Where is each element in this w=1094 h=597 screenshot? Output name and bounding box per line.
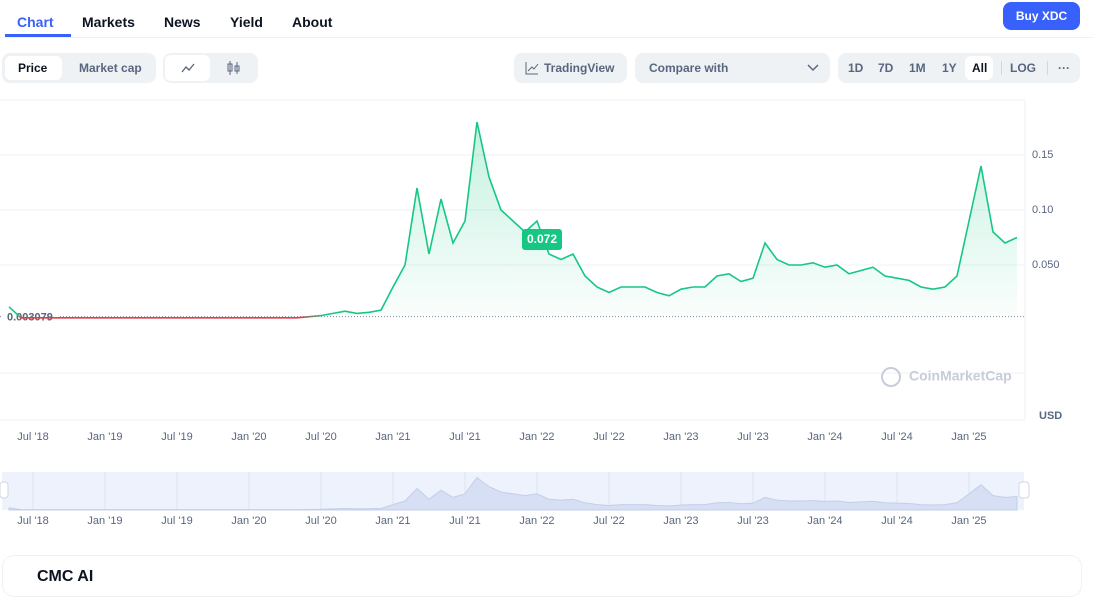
range[interactable]: 7D <box>878 61 894 75</box>
label: TradingView <box>544 61 615 75</box>
y-tick-label: 0.15 <box>1032 149 1053 161</box>
compare-select[interactable]: Compare with <box>635 53 830 83</box>
tab[interactable]: Chart <box>17 14 54 30</box>
range[interactable]: 1Y <box>942 61 957 75</box>
navigator-tick-label: Jan '22 <box>519 515 554 527</box>
x-tick-label: Jan '20 <box>231 431 266 443</box>
tradingview-button[interactable]: TradingView <box>514 53 627 83</box>
y-tick-label: 0.10 <box>1032 204 1053 216</box>
chevron <box>807 64 819 72</box>
separator <box>1047 61 1048 75</box>
y-tick-label: 0.050 <box>1032 259 1060 271</box>
log-button[interactable]: LOG <box>1010 61 1036 75</box>
tab-underline <box>5 34 71 37</box>
chart: USD CoinMarketCap 0.050 0.10 0.15 Jul '18 Ju… <box>0 99 1062 527</box>
navigator-tick-label: Jul '24 <box>881 515 912 527</box>
toggle[interactable]: Market cap <box>79 61 142 75</box>
x-tick-label: Jan '21 <box>375 431 410 443</box>
x-tick-label: Jan '22 <box>519 431 554 443</box>
label: Compare with <box>649 61 729 75</box>
range-active <box>965 56 993 80</box>
navigator-tick-label: Jan '25 <box>951 515 986 527</box>
range[interactable]: 1M <box>909 61 926 75</box>
buy-button[interactable]: Buy XDC <box>1003 2 1080 30</box>
navigator-tick-label: Jul '20 <box>305 515 336 527</box>
heading: CMC AI <box>37 568 94 585</box>
price-line <box>8 121 1018 319</box>
toggle-active <box>5 56 62 80</box>
toggle[interactable]: Price <box>18 61 48 75</box>
watermark: CoinMarketCap <box>909 368 1012 384</box>
navigator-tick-label: Jan '20 <box>231 515 266 527</box>
ai-card: CMC AI <box>2 555 1082 597</box>
navigator-tick-label: Jul '22 <box>593 515 624 527</box>
price-toggle: Price Market cap <box>2 53 156 83</box>
icon <box>525 62 539 75</box>
x-tick-label: Jan '19 <box>87 431 122 443</box>
navigator-tick-label: Jul '21 <box>449 515 480 527</box>
line-icon[interactable] <box>165 55 210 81</box>
x-tick-label: Jan '25 <box>951 431 986 443</box>
range[interactable]: 1D <box>848 61 864 75</box>
x-tick-label: Jul '21 <box>449 431 480 443</box>
x-tick-label: Jul '18 <box>17 431 48 443</box>
tab[interactable]: Yield <box>230 14 263 30</box>
x-tick-label: Jan '24 <box>807 431 842 443</box>
currency-label: USD <box>1039 410 1062 422</box>
range[interactable]: All <box>972 61 988 75</box>
area <box>9 122 1017 318</box>
navigator-handle[interactable] <box>1018 481 1030 499</box>
navigator-tick-label: Jul '19 <box>161 515 192 527</box>
tab[interactable]: About <box>292 14 333 30</box>
price-tag-label: 0.072 <box>527 232 557 246</box>
price-tag <box>522 229 562 250</box>
navigator-handle[interactable] <box>0 481 9 499</box>
chart-type <box>163 53 258 83</box>
x-tick-label: Jul '23 <box>737 431 768 443</box>
navigator-tick-label: Jul '23 <box>737 515 768 527</box>
separator <box>1001 61 1002 75</box>
divider <box>0 37 1094 38</box>
tab[interactable]: News <box>164 14 201 30</box>
navigator-tick-label: Jan '23 <box>663 515 698 527</box>
navigator-area <box>8 476 1018 511</box>
x-tick-label: Jul '19 <box>161 431 192 443</box>
range-group: 1D 7D 1M 1Y All LOG ··· <box>838 53 1080 83</box>
navigator-tick-label: Jan '19 <box>87 515 122 527</box>
candle-icon[interactable] <box>221 59 247 77</box>
x-tick-label: Jul '20 <box>305 431 336 443</box>
tab[interactable]: Markets <box>82 14 135 30</box>
navigator-tick-label: Jan '24 <box>807 515 842 527</box>
navigator-tick-label: Jan '21 <box>375 515 410 527</box>
icon <box>181 63 195 73</box>
watermark-logo <box>881 367 901 387</box>
x-tick-label: Jul '24 <box>881 431 912 443</box>
more-button[interactable]: ··· <box>1058 61 1070 75</box>
x-tick-label: Jul '22 <box>593 431 624 443</box>
x-tick-label: Jan '23 <box>663 431 698 443</box>
navigator-tick-label: Jul '18 <box>17 515 48 527</box>
